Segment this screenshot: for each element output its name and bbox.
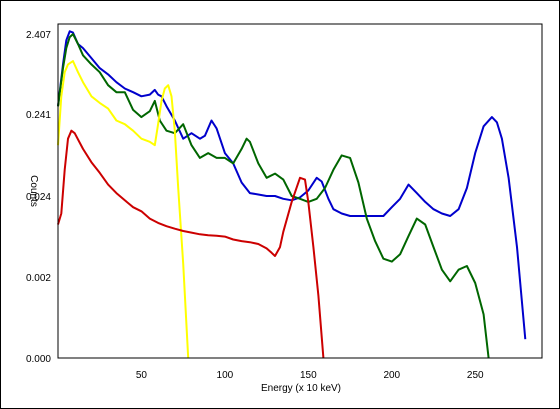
series-line-1 (57, 30, 527, 340)
x-tick-labels: 50 100 150 200 250 (136, 370, 484, 381)
y-tick-labels: 0.000 0.002 0.024 0.241 2.407 (26, 30, 51, 365)
x-axis-title: Energy (x 10 keV) (261, 383, 341, 394)
series-line-3 (57, 60, 190, 359)
x-tick-label: 50 (136, 370, 148, 381)
y-tick-label: 2.407 (26, 30, 51, 41)
y-tick-label: 0.002 (26, 273, 51, 284)
y-tick-label: 0.000 (26, 354, 51, 365)
series-layer (57, 30, 527, 359)
x-tick-label: 200 (383, 370, 400, 381)
y-tick-label: 0.241 (26, 110, 51, 121)
series-line-4 (57, 129, 325, 359)
plot-frame (57, 23, 543, 359)
series-line-2 (57, 33, 490, 359)
x-tick-label: 250 (467, 370, 484, 381)
x-tick-label: 150 (300, 370, 317, 381)
x-tick-label: 100 (217, 370, 234, 381)
y-axis-title: Counts (28, 175, 39, 207)
y-tick-label: 0.024 (26, 192, 51, 203)
